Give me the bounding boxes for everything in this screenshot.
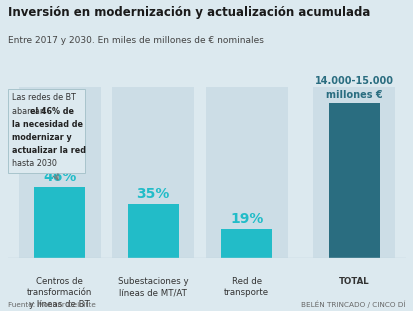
Text: actualizar la red: actualizar la red [12,146,86,155]
Bar [221,229,272,258]
Text: Red de
transporte: Red de transporte [224,277,268,297]
Bar [34,187,85,258]
Text: hasta 2030: hasta 2030 [12,159,57,168]
FancyBboxPatch shape [19,87,101,258]
Text: 19%: 19% [230,212,263,226]
Text: Las redes de BT: Las redes de BT [12,93,76,102]
Text: Subestaciones y
líneas de MT/AT: Subestaciones y líneas de MT/AT [118,277,188,297]
Text: Centros de
transformación
y líneas de BT: Centros de transformación y líneas de BT [27,277,92,309]
Text: modernizar y: modernizar y [12,133,71,142]
Text: Entre 2017 y 2030. En miles de millones de € nominales: Entre 2017 y 2030. En miles de millones … [8,36,263,45]
Text: 35%: 35% [136,187,169,202]
Bar [328,103,379,258]
FancyBboxPatch shape [8,89,85,173]
Text: TOTAL: TOTAL [338,277,369,286]
Text: Fuente: Monitor Deloitte: Fuente: Monitor Deloitte [8,302,96,308]
FancyBboxPatch shape [312,87,394,258]
Text: 14.000-15.000
millones €: 14.000-15.000 millones € [314,76,393,100]
Text: abarcan: abarcan [12,106,47,115]
FancyBboxPatch shape [205,87,287,258]
FancyBboxPatch shape [112,87,194,258]
Text: la necesidad de: la necesidad de [12,120,83,129]
Text: Inversión en modernización y actualización acumulada: Inversión en modernización y actualizaci… [8,6,370,19]
Bar [127,204,178,258]
Text: el 46% de: el 46% de [30,106,74,115]
Text: 46%: 46% [43,170,76,184]
Text: BELÉN TRINCADO / CINCO DÍ: BELÉN TRINCADO / CINCO DÍ [301,300,405,308]
